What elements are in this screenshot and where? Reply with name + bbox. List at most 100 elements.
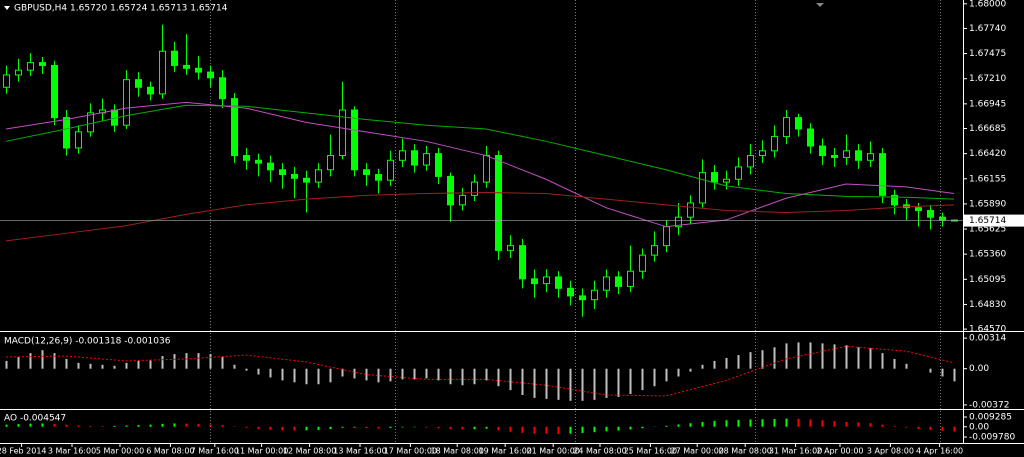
x-tick-label: 21 Mar 00:00	[526, 447, 579, 456]
candle-body	[303, 177, 310, 183]
candle-body	[819, 145, 826, 157]
candle-body	[663, 226, 670, 247]
x-tick-label: 3 Apr 08:00	[867, 447, 914, 456]
candle-body	[279, 169, 286, 176]
x-tick-label: 18 Mar 08:00	[430, 447, 483, 456]
candle-body	[207, 71, 214, 79]
x-tick-label: 31 Mar 16:00	[769, 447, 822, 456]
candle-body	[315, 169, 322, 183]
candle-body	[3, 74, 10, 88]
macd-title: MACD(12,26,9) -0.001318 -0.001036	[4, 337, 171, 347]
indicator-line	[5, 345, 955, 397]
candle-body	[723, 178, 730, 183]
candle-body	[135, 79, 142, 88]
candle-body	[795, 117, 802, 130]
candle-body	[843, 150, 850, 158]
candle-body	[855, 150, 862, 161]
candle-body	[183, 64, 190, 69]
chart-title: GBPUSD,H4 1.65720 1.65724 1.65713 1.6571…	[14, 4, 228, 14]
y-tick-label: 1.66420	[969, 149, 1006, 159]
candle-body	[615, 276, 622, 287]
candle-body	[327, 155, 334, 171]
y-tick-label: 1.67740	[969, 24, 1006, 34]
candle-body	[423, 153, 430, 166]
y-tick-label: 1.66155	[969, 174, 1006, 184]
x-tick-label: 5 Mar 00:00	[96, 447, 144, 456]
y-tick-label: 1.65360	[969, 250, 1006, 260]
candle-body	[87, 112, 94, 133]
x-tick-label: 27 Mar 00:00	[670, 447, 723, 456]
x-tick-label: 25 Mar 16:00	[624, 447, 677, 456]
candle-body	[531, 278, 538, 285]
x-tick-label: 28 Feb 2014	[0, 447, 46, 456]
candle-body	[123, 79, 130, 126]
candle-body	[519, 245, 526, 280]
candle-body	[747, 155, 754, 168]
candle-body	[639, 254, 646, 272]
candle-body	[483, 155, 490, 183]
x-tick-label: 28 Mar 08:00	[718, 447, 771, 456]
x-tick-label: 17 Mar 00:00	[384, 447, 437, 456]
candle-body	[543, 276, 550, 285]
x-tick-label: 2 Apr 00:00	[816, 447, 863, 456]
candle-body	[579, 295, 586, 301]
candle-body	[891, 194, 898, 206]
candle-body	[759, 150, 766, 157]
indicator-line	[5, 192, 955, 242]
y-tick-label: 1.67210	[969, 74, 1006, 84]
candle-body	[195, 67, 202, 73]
candle-body	[471, 181, 478, 196]
candle-body	[75, 131, 82, 149]
candle-body	[591, 289, 598, 301]
indicator-line	[5, 104, 955, 200]
candle-body	[867, 153, 874, 161]
x-tick-label: 13 Mar 16:00	[333, 447, 386, 456]
candle-body	[687, 202, 694, 218]
candle-body	[699, 172, 706, 204]
candle-body	[267, 162, 274, 171]
candle-body	[147, 86, 154, 95]
candle-body	[603, 276, 610, 291]
candle-body	[15, 69, 22, 76]
candle-body	[939, 216, 946, 221]
candle-body	[735, 166, 742, 180]
candle-body	[231, 98, 238, 157]
x-tick-label: 6 Mar 08:00	[146, 447, 194, 456]
candle-body	[363, 169, 370, 176]
y-tick-label: 0.00314	[969, 334, 1006, 344]
candle-body	[567, 287, 574, 297]
candle-body	[39, 62, 46, 66]
last-price-label: 1.65714	[969, 216, 1006, 226]
candle-body	[291, 174, 298, 179]
candle-body	[711, 172, 718, 183]
candle-body	[927, 210, 934, 218]
candle-body	[627, 270, 634, 287]
candle-body	[63, 117, 70, 149]
candle-body	[435, 153, 442, 177]
candle-body	[243, 155, 250, 161]
candle-body	[27, 62, 34, 71]
y-tick-label: 0.00	[969, 422, 989, 432]
candle-body	[351, 109, 358, 171]
y-tick-label: -0.00372	[969, 400, 1009, 410]
y-tick-label: -0.009780	[969, 433, 1015, 443]
candle-body	[375, 174, 382, 181]
candle-body	[495, 155, 502, 251]
candle-body	[411, 150, 418, 166]
candle-body	[915, 207, 922, 212]
y-tick-label: 1.65095	[969, 275, 1006, 285]
candle-body	[771, 136, 778, 152]
x-tick-label: 3 Mar 16:00	[48, 447, 96, 456]
candle-body	[651, 245, 658, 256]
candle-body	[783, 117, 790, 138]
y-tick-label: 1.66945	[969, 99, 1006, 109]
indicator-line	[5, 101, 955, 228]
candle-body	[387, 159, 394, 181]
y-tick-label: 1.68000	[969, 0, 1006, 9]
menu-icon	[4, 6, 10, 10]
y-tick-label: 0.00	[969, 364, 989, 374]
shift-marker	[816, 3, 824, 7]
